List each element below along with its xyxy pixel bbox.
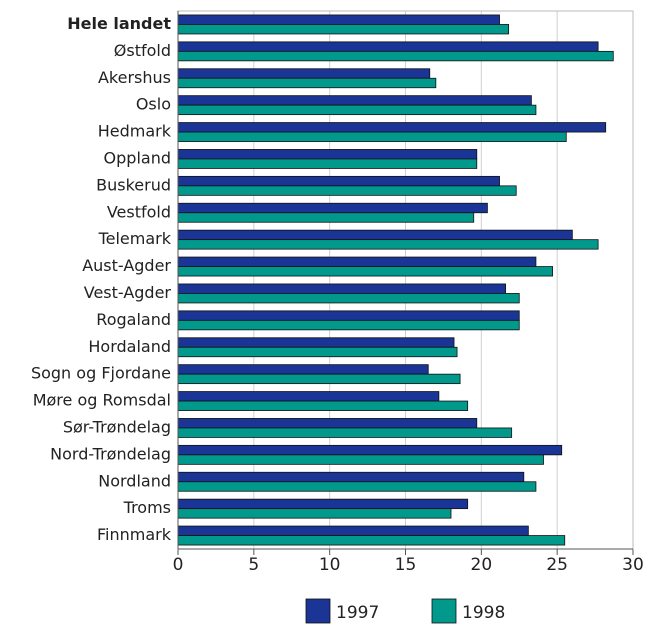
bar	[177, 185, 517, 196]
bar	[177, 535, 566, 546]
y-tick-label: Telemark	[98, 229, 172, 248]
bar	[177, 50, 614, 62]
bar	[177, 175, 500, 187]
bar	[177, 391, 440, 402]
bar	[177, 212, 475, 223]
legend-swatch	[431, 598, 457, 624]
x-tick-label: 15	[395, 555, 417, 575]
y-tick-label: Vestfold	[107, 202, 171, 221]
bar	[177, 95, 532, 106]
bar	[177, 498, 469, 510]
bar	[177, 266, 554, 277]
x-tick-label: 5	[248, 555, 259, 575]
x-tick-label: 30	[622, 555, 644, 575]
bar	[177, 158, 478, 169]
bar	[177, 418, 478, 429]
y-tick-label: Hedmark	[98, 122, 172, 141]
bar	[177, 508, 452, 519]
bar	[177, 373, 461, 385]
y-tick-label: Troms	[123, 498, 171, 517]
bar	[177, 68, 431, 79]
y-tick-label: Sogn og Fjordane	[31, 364, 171, 383]
y-tick-label: Akershus	[98, 68, 171, 87]
legend-swatch	[305, 598, 331, 624]
bar	[177, 122, 607, 133]
bar	[177, 256, 537, 267]
bar	[177, 283, 507, 294]
bar	[177, 41, 599, 52]
legend-label: 1997	[336, 603, 379, 623]
x-tick-label: 0	[173, 555, 184, 575]
y-tick-label: Oslo	[136, 95, 171, 114]
y-tick-label: Nord-Trøndelag	[50, 444, 171, 463]
y-tick-label: Nordland	[98, 471, 171, 490]
x-tick-label: 20	[471, 555, 493, 575]
bar	[177, 229, 573, 241]
bar	[177, 131, 567, 142]
bar	[177, 239, 599, 250]
bar	[177, 77, 437, 89]
y-tick-label: Østfold	[114, 41, 171, 60]
y-tick-label: Møre og Romsdal	[33, 391, 171, 410]
bar	[177, 346, 458, 358]
bar	[177, 149, 478, 160]
bar	[177, 400, 469, 411]
bar	[177, 293, 520, 304]
y-tick-label: Finnmark	[97, 525, 172, 544]
y-tick-label: Vest-Agder	[84, 283, 172, 302]
bar	[177, 319, 520, 331]
y-tick-label: Buskerud	[96, 175, 171, 194]
y-tick-label: Hele landet	[67, 14, 171, 33]
legend-label: 1998	[462, 603, 505, 623]
bar	[177, 104, 537, 116]
bar	[177, 310, 520, 321]
bar	[177, 454, 544, 465]
bar	[177, 481, 537, 492]
y-tick-label: Oppland	[104, 148, 171, 167]
x-tick-label: 25	[546, 555, 568, 575]
bar	[177, 525, 529, 536]
bar	[177, 364, 429, 375]
bar	[177, 444, 563, 456]
bar	[177, 337, 455, 348]
y-tick-label: Aust-Agder	[82, 256, 171, 275]
bar	[177, 14, 500, 25]
bar	[177, 471, 525, 483]
y-tick-label: Sør-Trøndelag	[63, 417, 171, 436]
bar	[177, 24, 510, 35]
bar	[177, 427, 513, 438]
y-tick-label: Rogaland	[96, 310, 171, 329]
y-tick-label: Hordaland	[88, 337, 171, 356]
x-tick-label: 10	[319, 555, 341, 575]
bar	[177, 202, 488, 214]
